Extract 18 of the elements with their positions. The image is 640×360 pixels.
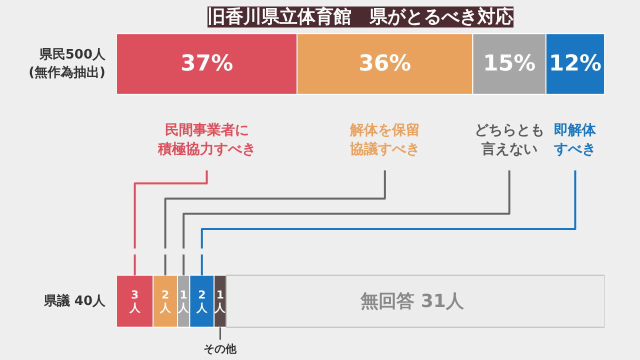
series-label: 即解体すべき	[553, 122, 598, 158]
y-tick-label: 県民500人 (無作為抽出)	[28, 48, 106, 81]
data-label: 2人	[195, 288, 208, 314]
data-label: 1人	[214, 288, 227, 314]
data-label: 2人	[158, 288, 172, 314]
y-tick-label: 県議 40人	[42, 292, 106, 309]
chart-title: 旧香川県立体育館 県がとるべき対応	[208, 6, 514, 28]
legend-label: その他	[204, 342, 238, 356]
text: 無回答 31人	[360, 290, 464, 312]
series-label: どちらとも言えない	[474, 122, 544, 158]
data-label: 15%	[483, 52, 536, 77]
data-label: 1人	[177, 288, 190, 314]
data-label: 36%	[358, 52, 412, 77]
data-label: 37%	[180, 52, 234, 77]
data-label: 12%	[548, 52, 602, 77]
data-label: 3人	[128, 288, 142, 314]
series-label: 解体を保留協議すべき	[348, 122, 420, 158]
series-label: 民間事業者に積極協力すべき	[156, 122, 256, 158]
